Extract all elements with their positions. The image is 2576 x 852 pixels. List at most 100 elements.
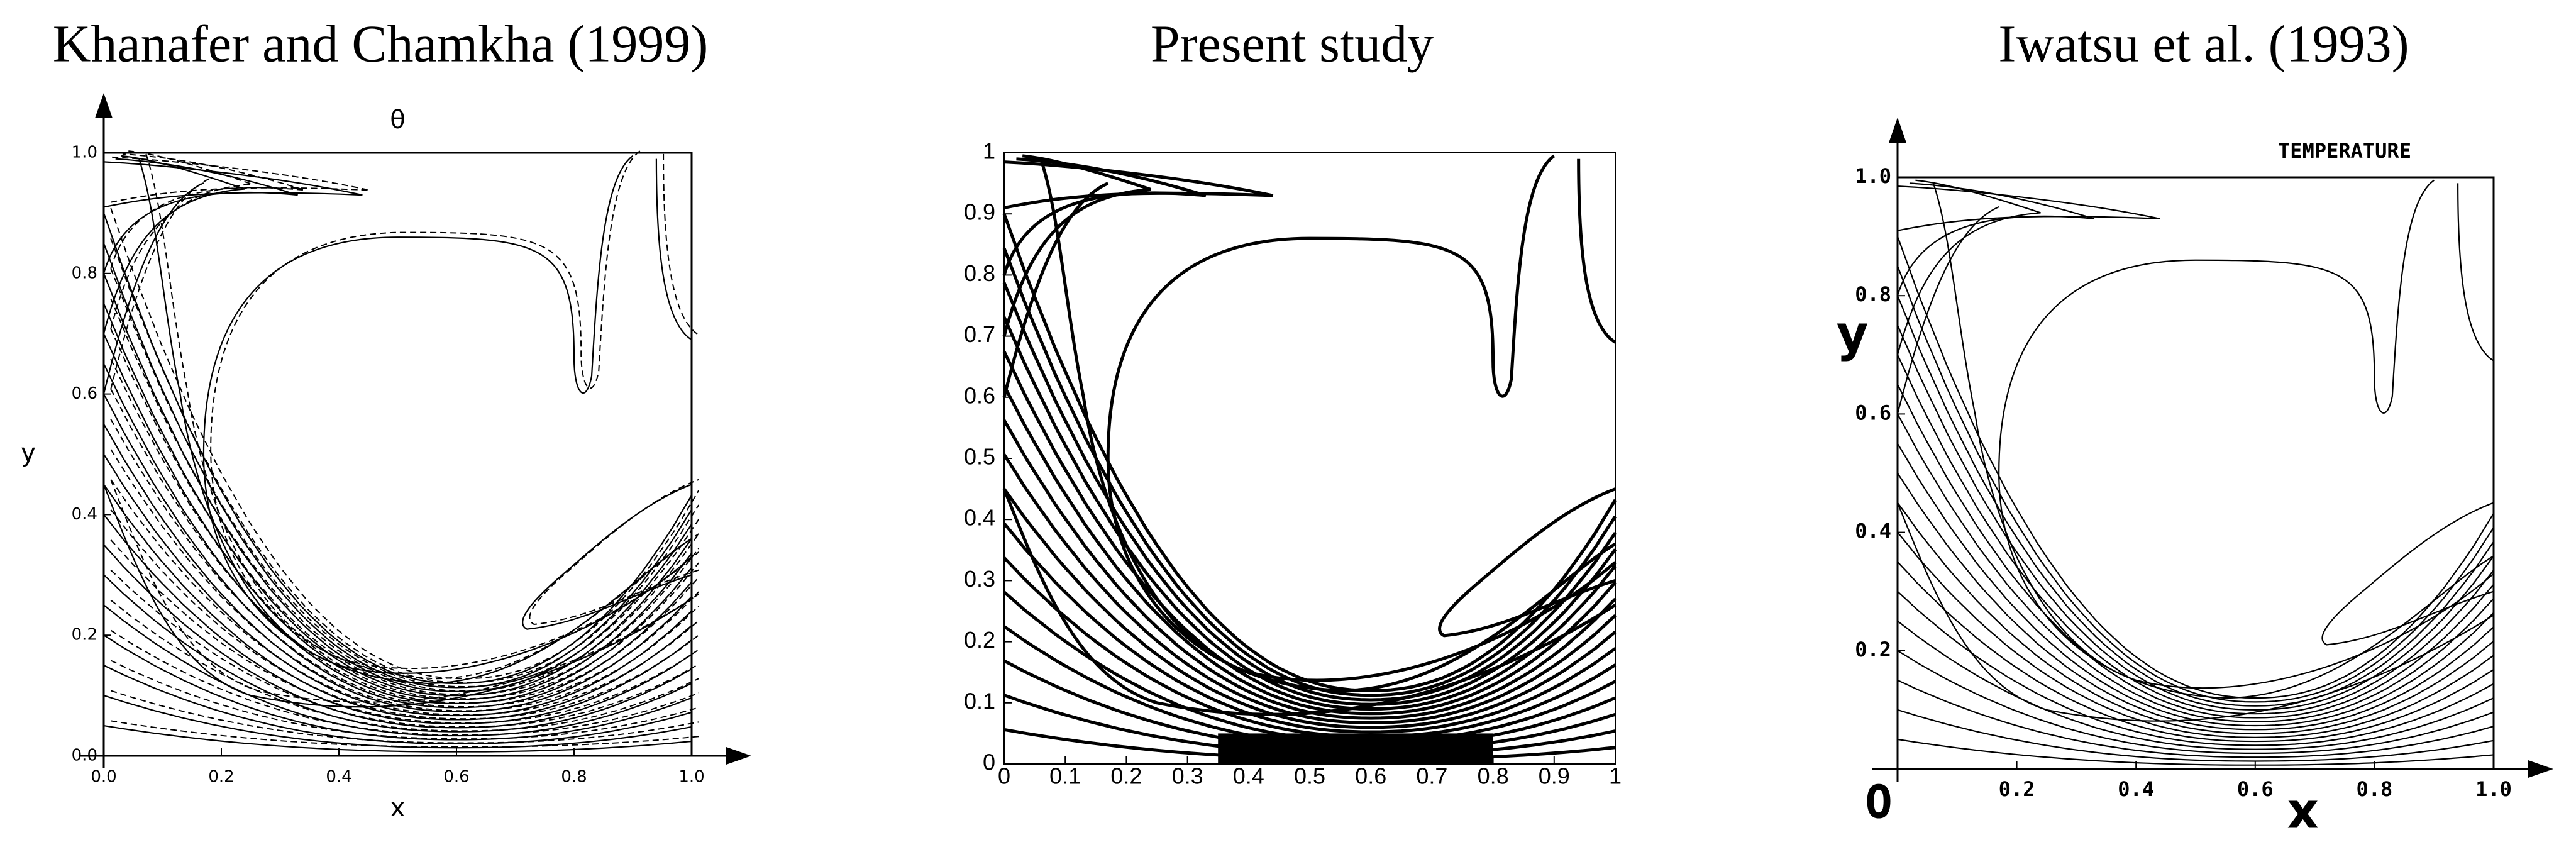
contour-line bbox=[1898, 710, 2494, 761]
x-tick-label: O bbox=[1865, 776, 1892, 829]
contour-line bbox=[1898, 533, 2494, 738]
contour-line bbox=[1108, 156, 1615, 691]
contour-line bbox=[1898, 651, 2494, 753]
contour-line bbox=[104, 183, 204, 394]
contour-line bbox=[1004, 248, 1615, 695]
contour-line-dashed bbox=[111, 238, 699, 682]
x-tick-label: 1.0 bbox=[2475, 777, 2512, 801]
contours bbox=[104, 151, 699, 751]
contour-line bbox=[104, 274, 692, 692]
x-tick-label: 0.2 bbox=[208, 768, 234, 787]
contour-line bbox=[104, 514, 692, 723]
contour-line-dashed bbox=[111, 540, 699, 723]
contour-line bbox=[1898, 473, 2494, 730]
x-tick-label: 0.2 bbox=[1999, 777, 2035, 801]
y-tick-label: 0.5 bbox=[964, 444, 995, 470]
y-tick-label: 0.8 bbox=[72, 263, 97, 282]
x-tick-label: 0.9 bbox=[1539, 763, 1570, 789]
contour-line bbox=[1004, 351, 1615, 709]
contour-line bbox=[1004, 156, 1151, 336]
x-tick-label: 0.0 bbox=[91, 768, 116, 787]
contour-line bbox=[1004, 489, 1615, 728]
panel-subtitle: θ bbox=[390, 106, 405, 135]
contour-line bbox=[1999, 180, 2494, 698]
annotation: TEMPERATURE bbox=[2278, 139, 2411, 163]
contour-line bbox=[104, 334, 692, 700]
y-tick-label: 0.2 bbox=[1855, 638, 1891, 661]
contours bbox=[1898, 180, 2494, 765]
contour-line-dashed bbox=[111, 631, 699, 735]
contour-line bbox=[104, 304, 692, 695]
contour-line-dashed bbox=[111, 480, 699, 715]
contour-line-dashed bbox=[529, 480, 699, 624]
y-axis-label: y bbox=[21, 439, 36, 468]
contour-line bbox=[1004, 317, 1615, 704]
contour-line bbox=[104, 605, 692, 736]
panel: Iwatsu et al. (1993) O 0.2 0.4 0.6 0.8 1.0 0.2 0… bbox=[1837, 14, 2553, 839]
y-tick-label: 0.6 bbox=[72, 384, 97, 403]
contour-line bbox=[1004, 420, 1615, 718]
y-tick-label: 1.0 bbox=[1855, 164, 1891, 188]
panel-title: Present study bbox=[1151, 14, 1434, 73]
contour-line bbox=[1898, 414, 2494, 721]
y-tick-label: 1 bbox=[983, 138, 995, 164]
x-tick-label: 0.8 bbox=[2357, 777, 2393, 801]
contour-line-dashed bbox=[111, 154, 305, 268]
y-arrow-head bbox=[95, 93, 113, 118]
contour-line-dashed bbox=[111, 660, 699, 739]
x-arrow-head bbox=[726, 747, 751, 765]
x-tick-label: 0.8 bbox=[1478, 763, 1509, 789]
x-tick-label: 0.7 bbox=[1416, 763, 1447, 789]
contour-line bbox=[104, 156, 245, 334]
contour-line bbox=[1440, 489, 1615, 636]
x-tick-label: 1 bbox=[1609, 763, 1622, 789]
contour-line bbox=[204, 156, 692, 683]
y-arrow-head bbox=[1889, 118, 1906, 143]
contours bbox=[1004, 156, 1615, 760]
contour-line bbox=[1898, 503, 2494, 721]
contour-line bbox=[104, 484, 692, 707]
x-tick-label: 0.5 bbox=[1294, 763, 1325, 789]
contour-line bbox=[1898, 325, 2494, 710]
x-tick-label: 0.8 bbox=[561, 768, 587, 787]
y-tick-label: 0.8 bbox=[964, 260, 995, 286]
y-tick-label: 0.4 bbox=[964, 505, 995, 531]
contour-line bbox=[1898, 592, 2494, 746]
y-tick-label: 0.4 bbox=[72, 505, 97, 524]
contour-line-dashed bbox=[663, 154, 699, 335]
contour-line-dashed bbox=[111, 690, 699, 743]
y-tick-label: 0 bbox=[983, 750, 995, 775]
contour-line-dashed bbox=[111, 510, 699, 719]
contour-line bbox=[656, 159, 692, 340]
contour-line-dashed bbox=[111, 600, 699, 731]
contour-line bbox=[1004, 558, 1615, 736]
contour-line bbox=[1004, 455, 1615, 723]
contour-line bbox=[1898, 503, 2494, 734]
contour-line bbox=[104, 394, 692, 708]
contour-line bbox=[1004, 523, 1615, 732]
contour-line bbox=[1898, 355, 2494, 714]
contour-line bbox=[2322, 503, 2494, 645]
x-tick-label: 0 bbox=[998, 763, 1010, 789]
contour-line-dashed bbox=[111, 359, 699, 699]
contour-line bbox=[139, 159, 692, 673]
contour-line bbox=[104, 545, 692, 728]
contour-line bbox=[104, 455, 692, 716]
panel-title: Iwatsu et al. (1993) bbox=[1998, 14, 2409, 73]
dense-region bbox=[1218, 733, 1493, 764]
contour-line bbox=[1004, 184, 1108, 397]
contour-line bbox=[104, 243, 692, 687]
x-tick-label: 0.4 bbox=[2118, 777, 2154, 801]
contour-line bbox=[104, 695, 692, 748]
contour-line-dashed bbox=[111, 151, 252, 329]
contour-line-dashed bbox=[111, 419, 699, 707]
contour-line bbox=[1898, 562, 2494, 741]
contour-line bbox=[1898, 207, 1999, 414]
x-axis-label: x bbox=[390, 794, 406, 822]
contour-line bbox=[104, 575, 692, 731]
contour-line bbox=[1004, 283, 1615, 700]
x-arrow-head bbox=[2528, 760, 2553, 778]
y-tick-label: 0.6 bbox=[1855, 401, 1891, 424]
contour-line bbox=[1898, 296, 2494, 705]
contour-line-dashed bbox=[146, 154, 699, 668]
